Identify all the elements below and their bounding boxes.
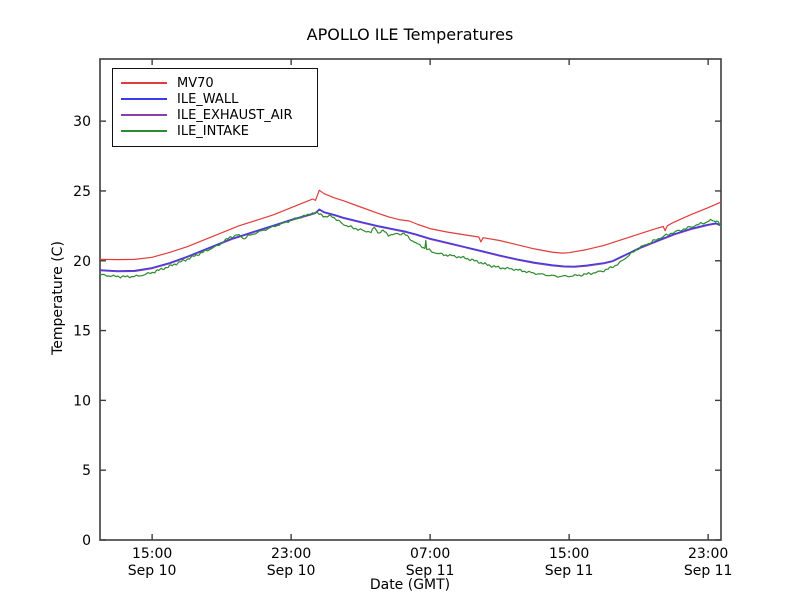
y-tick-label: 0 — [82, 533, 91, 549]
y-tick-label: 20 — [73, 254, 91, 270]
y-tick-label: 30 — [73, 114, 91, 130]
series-line-mv70 — [99, 189, 722, 261]
ile-intake-line-swatch — [121, 130, 167, 132]
x-tick-time: 15:00 — [549, 546, 589, 562]
legend-label: ILE_EXHAUST_AIR — [177, 107, 293, 123]
y-tick-label: 25 — [73, 184, 91, 200]
legend-item-ile-exhaust-air: ILE_EXHAUST_AIR — [121, 107, 309, 123]
ile-wall-line-swatch — [121, 98, 167, 100]
x-tick-date: Sep 11 — [545, 563, 594, 579]
x-tick-time: 23:00 — [271, 546, 311, 562]
legend-label: ILE_WALL — [177, 91, 239, 107]
x-axis-label: Date (GMT) — [370, 577, 450, 593]
x-tick-date: Sep 10 — [267, 563, 316, 579]
chart-title: APOLLO ILE Temperatures — [307, 25, 514, 44]
legend-label: MV70 — [177, 75, 214, 91]
ile-exhaust-air-line-swatch — [121, 114, 167, 116]
y-tick-label: 15 — [73, 324, 91, 340]
legend-label: ILE_INTAKE — [177, 123, 249, 139]
y-tick-label: 10 — [73, 393, 91, 409]
y-tick-label: 5 — [82, 463, 91, 479]
x-tick-date: Sep 11 — [406, 563, 455, 579]
y-axis-label: Temperature (C) — [50, 241, 66, 356]
legend: MV70 ILE_WALL ILE_EXHAUST_AIR ILE_INTAKE — [112, 68, 318, 147]
legend-item-mv70: MV70 — [121, 75, 309, 91]
x-tick-date: Sep 10 — [128, 563, 177, 579]
legend-item-ile-wall: ILE_WALL — [121, 91, 309, 107]
x-tick-time: 07:00 — [410, 546, 450, 562]
series-line-ile_intake — [99, 211, 722, 279]
mv70-line-swatch — [121, 82, 167, 84]
legend-item-ile-intake: ILE_INTAKE — [121, 123, 309, 139]
plot-frame — [99, 58, 722, 541]
x-tick-date: Sep 11 — [684, 563, 733, 579]
x-tick-time: 15:00 — [132, 546, 172, 562]
series-line-ile_exhaust_air — [99, 209, 722, 273]
x-tick-time: 23:00 — [688, 546, 728, 562]
